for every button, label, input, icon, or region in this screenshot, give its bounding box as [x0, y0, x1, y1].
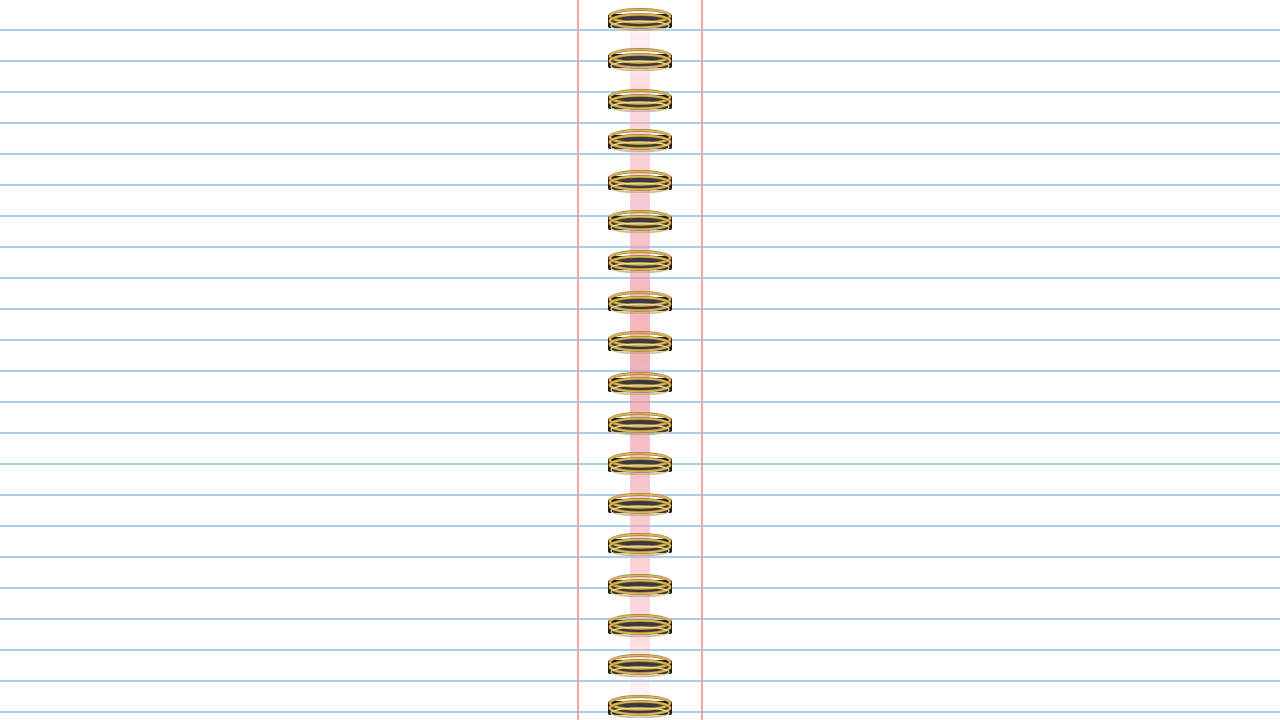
- spiral-ring-icon: [607, 88, 673, 112]
- spiral-ring-icon: [607, 7, 673, 31]
- spiral-ring-icon: [607, 451, 673, 476]
- left-page: [0, 0, 578, 720]
- spiral-ring-icon: [607, 371, 673, 395]
- spiral-ring-icon: [607, 613, 673, 637]
- spiral-ring-icon: [607, 330, 673, 355]
- spiral-binding: [579, 0, 701, 720]
- spiral-ring-icon: [607, 128, 673, 153]
- right-margin-line: [701, 0, 703, 720]
- spiral-ring-icon: [607, 653, 673, 678]
- spiral-ring-icon: [607, 573, 673, 597]
- spiral-ring-icon: [607, 209, 673, 233]
- spiral-ring-icon: [607, 492, 673, 516]
- spiral-ring-icon: [607, 249, 673, 274]
- spiral-ring-icon: [607, 47, 673, 72]
- spiral-ring-icon: [607, 290, 673, 314]
- left-margin-line: [577, 0, 579, 720]
- spiral-ring-icon: [607, 411, 673, 435]
- spiral-ring-icon: [607, 694, 673, 718]
- right-page: [702, 0, 1280, 720]
- spiral-ring-icon: [607, 169, 673, 193]
- spiral-ring-icon: [607, 532, 673, 557]
